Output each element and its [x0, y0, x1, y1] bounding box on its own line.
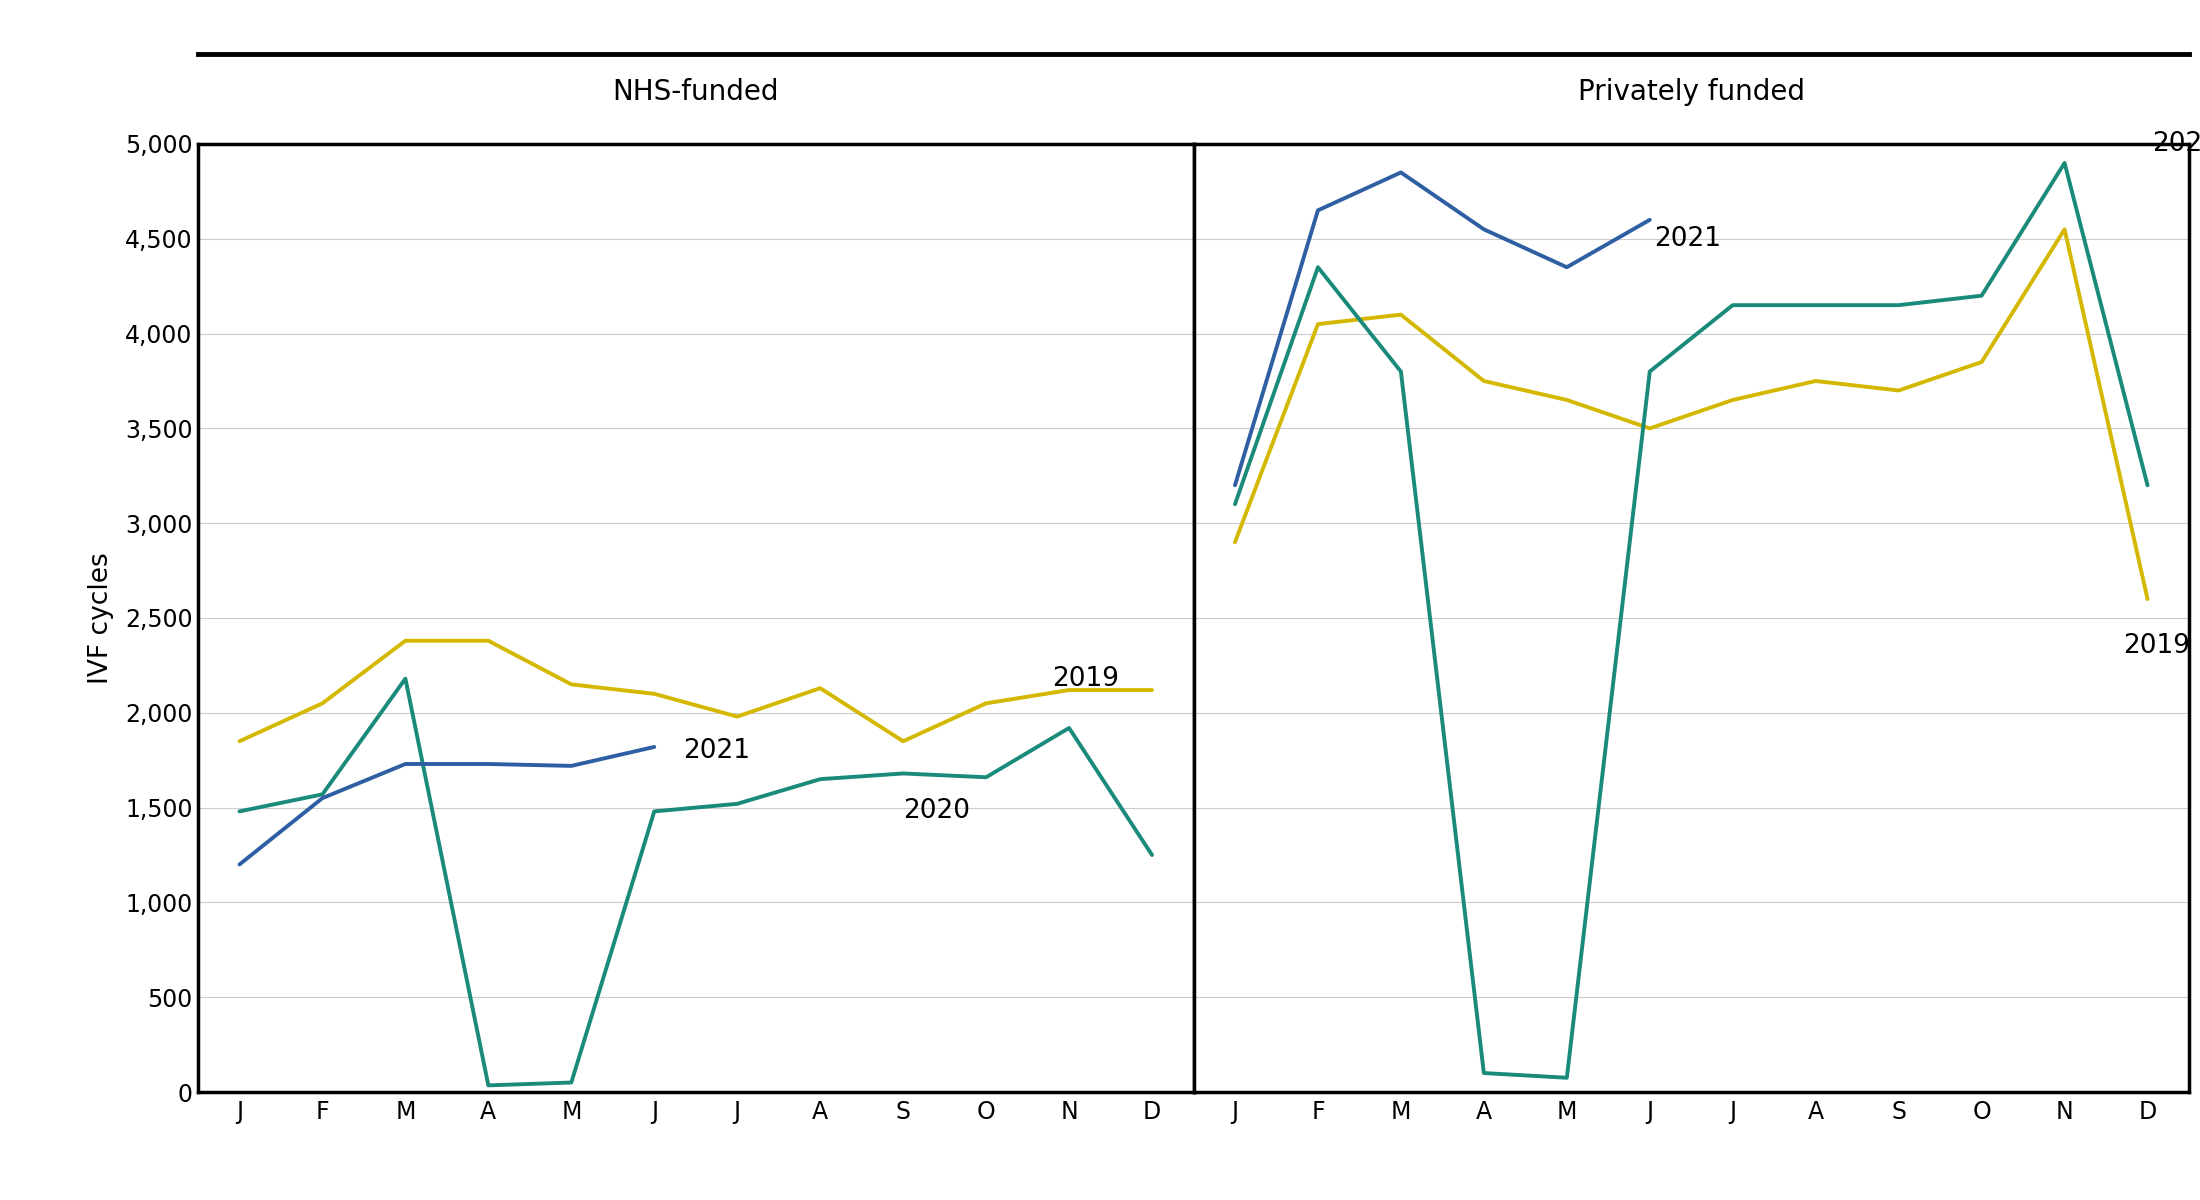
Text: Privately funded: Privately funded — [1577, 78, 1804, 106]
Text: 2019: 2019 — [1052, 666, 1120, 691]
Y-axis label: IVF cycles: IVF cycles — [88, 552, 114, 684]
Text: 2021: 2021 — [684, 738, 750, 763]
Text: NHS-funded: NHS-funded — [612, 78, 779, 106]
Text: 2019: 2019 — [2123, 634, 2189, 660]
Text: 2021: 2021 — [1654, 226, 1720, 252]
Text: 2020: 2020 — [2152, 131, 2200, 157]
Text: 2020: 2020 — [904, 798, 970, 824]
